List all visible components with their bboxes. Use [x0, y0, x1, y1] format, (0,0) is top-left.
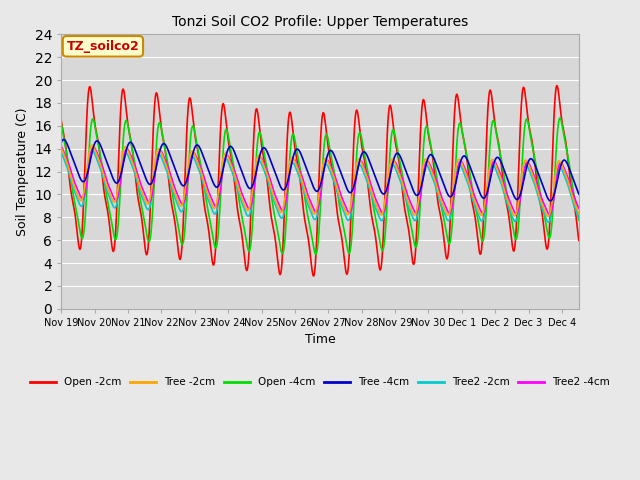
- Y-axis label: Soil Temperature (C): Soil Temperature (C): [16, 108, 29, 236]
- Text: TZ_soilco2: TZ_soilco2: [67, 40, 140, 53]
- Legend: Open -2cm, Tree -2cm, Open -4cm, Tree -4cm, Tree2 -2cm, Tree2 -4cm: Open -2cm, Tree -2cm, Open -4cm, Tree -4…: [26, 373, 614, 391]
- Title: Tonzi Soil CO2 Profile: Upper Temperatures: Tonzi Soil CO2 Profile: Upper Temperatur…: [172, 15, 468, 29]
- X-axis label: Time: Time: [305, 333, 335, 346]
